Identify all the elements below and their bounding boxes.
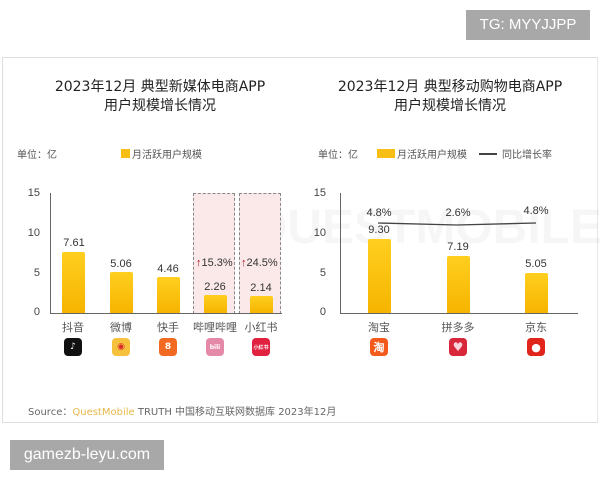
source-label: Source： — [28, 407, 73, 418]
right-x-axis — [340, 313, 578, 314]
source-note: Source：QuestMobile TRUTH 中国移动互联网数据库 2023… — [28, 403, 336, 418]
value-taobao: 9.30 — [368, 224, 390, 236]
legend-bar-swatch — [121, 149, 130, 158]
growth-taobao: 4.8% — [366, 207, 392, 219]
category-bilibili: 哔哩哔哩 — [193, 321, 237, 334]
source-brand: QuestMobile — [72, 407, 135, 418]
growth-xiaohongshu: ↑24.5% — [241, 257, 278, 269]
bar-bilibili — [204, 295, 227, 313]
value-pinduoduo: 7.19 — [447, 241, 469, 253]
xiaohongshu-icon: 小红书 — [252, 338, 270, 356]
growth-xiaohongshu-value: 24.5% — [246, 257, 278, 269]
y-tick: 0 — [319, 306, 326, 318]
pinduoduo-icon: ♥ — [449, 338, 467, 356]
up-arrow-icon: ↑ — [196, 257, 202, 269]
bar-douyin — [62, 252, 85, 313]
bar-pinduoduo — [447, 256, 470, 313]
left-title-line1: 2023年12月 典型新媒体电商APP — [54, 79, 266, 95]
xiaohongshu-highlight-box — [239, 193, 281, 314]
jd-icon: ● — [527, 338, 545, 356]
douyin-icon: ♪ — [64, 338, 82, 356]
value-bilibili: 2.26 — [204, 281, 226, 293]
bar-jd — [525, 273, 548, 313]
category-taobao: 淘宝 — [368, 321, 390, 334]
y-tick: 10 — [313, 227, 326, 239]
left-unit-label: 单位：亿 — [17, 150, 57, 161]
bar-weibo — [110, 272, 133, 313]
bilibili-icon: bili — [206, 338, 224, 356]
growth-bilibili-value: 15.3% — [201, 257, 233, 269]
category-weibo: 微博 — [110, 321, 132, 334]
weibo-icon: ◉ — [112, 338, 130, 356]
value-kuaishou: 4.46 — [157, 263, 179, 275]
right-title-line1: 2023年12月 典型移动购物电商APP — [337, 79, 563, 95]
right-title-line2: 用户规模增长情况 — [394, 98, 506, 114]
value-douyin: 7.61 — [63, 237, 85, 249]
category-xiaohongshu: 小红书 — [244, 321, 278, 334]
right-unit-label: 单位：亿 — [318, 150, 358, 161]
left-legend: 月活跃用户规模 — [121, 146, 202, 161]
y-tick: 5 — [33, 267, 40, 279]
bar-kuaishou — [157, 277, 180, 313]
bar-taobao — [368, 239, 391, 313]
right-y-axis — [340, 193, 341, 314]
value-xiaohongshu: 2.14 — [250, 282, 272, 294]
category-pinduoduo: 拼多多 — [441, 321, 475, 334]
left-title-line2: 用户规模增长情况 — [104, 98, 216, 114]
legend-line-swatch — [479, 152, 497, 155]
kuaishou-icon: 8 — [159, 338, 177, 356]
left-x-axis — [50, 313, 282, 314]
bar-xiaohongshu — [250, 296, 273, 313]
growth-rate-line — [377, 222, 537, 226]
y-tick: 15 — [27, 187, 40, 199]
chart-card — [2, 57, 598, 423]
legend-bar-label: 月活跃用户规模 — [132, 150, 202, 161]
growth-pinduoduo: 2.6% — [445, 207, 471, 219]
right-chart-title: 2023年12月 典型移动购物电商APP 用户规模增长情况 — [325, 78, 575, 116]
tg-badge: TG: MYYJJPP — [466, 10, 590, 40]
legend-bar-swatch — [377, 149, 395, 158]
growth-bilibili: ↑15.3% — [196, 257, 233, 269]
source-text: TRUTH 中国移动互联网数据库 2023年12月 — [134, 407, 337, 418]
left-chart-title: 2023年12月 典型新媒体电商APP 用户规模增长情况 — [40, 78, 280, 116]
left-y-axis — [50, 193, 51, 314]
taobao-icon: 淘 — [370, 338, 388, 356]
legend-bar-label: 月活跃用户规模 — [397, 150, 467, 161]
category-kuaishou: 快手 — [157, 321, 179, 334]
y-tick: 0 — [33, 306, 40, 318]
right-legend: 月活跃用户规模 同比增长率 — [377, 146, 552, 161]
value-weibo: 5.06 — [110, 258, 132, 270]
y-tick: 15 — [313, 187, 326, 199]
category-douyin: 抖音 — [62, 321, 84, 334]
y-tick: 5 — [319, 267, 326, 279]
growth-jd: 4.8% — [523, 205, 549, 217]
legend-line-label: 同比增长率 — [502, 150, 552, 161]
y-tick: 10 — [27, 227, 40, 239]
up-arrow-icon: ↑ — [241, 257, 247, 269]
site-badge: gamezb-leyu.com — [10, 440, 164, 470]
category-jd: 京东 — [525, 321, 547, 334]
value-jd: 5.05 — [525, 258, 547, 270]
